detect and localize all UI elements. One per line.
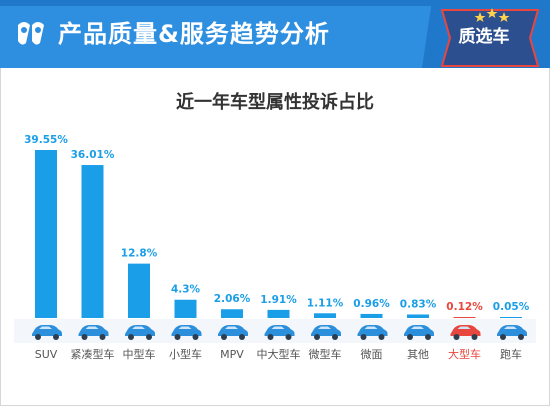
bar bbox=[35, 150, 57, 318]
chart-title: 近一年车型属性投诉占比 bbox=[176, 92, 374, 113]
data-label: 0.96% bbox=[353, 298, 390, 310]
data-label: 0.83% bbox=[400, 298, 437, 310]
car-icon bbox=[497, 325, 527, 340]
data-label: 4.3% bbox=[171, 284, 201, 296]
x-tick-label: 跑车 bbox=[500, 347, 522, 361]
data-label: 2.06% bbox=[214, 293, 251, 305]
x-tick-label: 微面 bbox=[361, 347, 383, 361]
x-tick-label: 其他 bbox=[407, 348, 429, 361]
data-label: 39.55% bbox=[24, 134, 68, 146]
data-label: 0.12% bbox=[446, 301, 483, 313]
x-tick-label: MPV bbox=[220, 348, 244, 361]
bar bbox=[314, 313, 336, 318]
bar bbox=[174, 299, 197, 318]
bar bbox=[453, 317, 476, 318]
bar bbox=[81, 165, 104, 318]
bar bbox=[267, 309, 290, 318]
car-icon bbox=[264, 325, 295, 340]
car-icon bbox=[450, 325, 481, 340]
bar bbox=[407, 314, 429, 318]
bar bbox=[500, 317, 522, 318]
car-icon bbox=[125, 325, 155, 340]
x-tick-label: 紧凑型车 bbox=[71, 347, 115, 361]
data-label: 1.11% bbox=[307, 297, 344, 309]
x-tick-label: 小型车 bbox=[169, 347, 202, 361]
quality-badge bbox=[422, 0, 550, 68]
x-tick-label: SUV bbox=[35, 348, 58, 361]
data-label: 1.91% bbox=[260, 294, 297, 306]
car-icon bbox=[218, 325, 248, 340]
data-label: 36.01% bbox=[71, 149, 115, 161]
car-icon bbox=[32, 325, 62, 340]
car-icon bbox=[78, 325, 109, 340]
bar bbox=[221, 309, 243, 318]
star-icon bbox=[474, 8, 510, 22]
brand-logo-icon bbox=[18, 22, 44, 45]
data-label: 0.05% bbox=[493, 301, 530, 313]
car-icon bbox=[171, 325, 202, 340]
data-label: 12.8% bbox=[121, 248, 158, 260]
x-tick-label: 微型车 bbox=[309, 347, 342, 361]
car-icon bbox=[357, 325, 388, 340]
x-tick-label: 中型车 bbox=[123, 347, 156, 361]
bar bbox=[360, 313, 383, 318]
header-title: 产品质量&服务趋势分析 bbox=[58, 20, 330, 48]
car-icon bbox=[311, 325, 341, 340]
x-tick-label: 中大型车 bbox=[257, 347, 301, 361]
badge-label: 质选车 bbox=[458, 27, 510, 47]
car-icon bbox=[404, 325, 434, 340]
header-stripe bbox=[0, 0, 550, 6]
bar bbox=[128, 263, 150, 318]
x-tick-label: 大型车 bbox=[448, 347, 481, 361]
